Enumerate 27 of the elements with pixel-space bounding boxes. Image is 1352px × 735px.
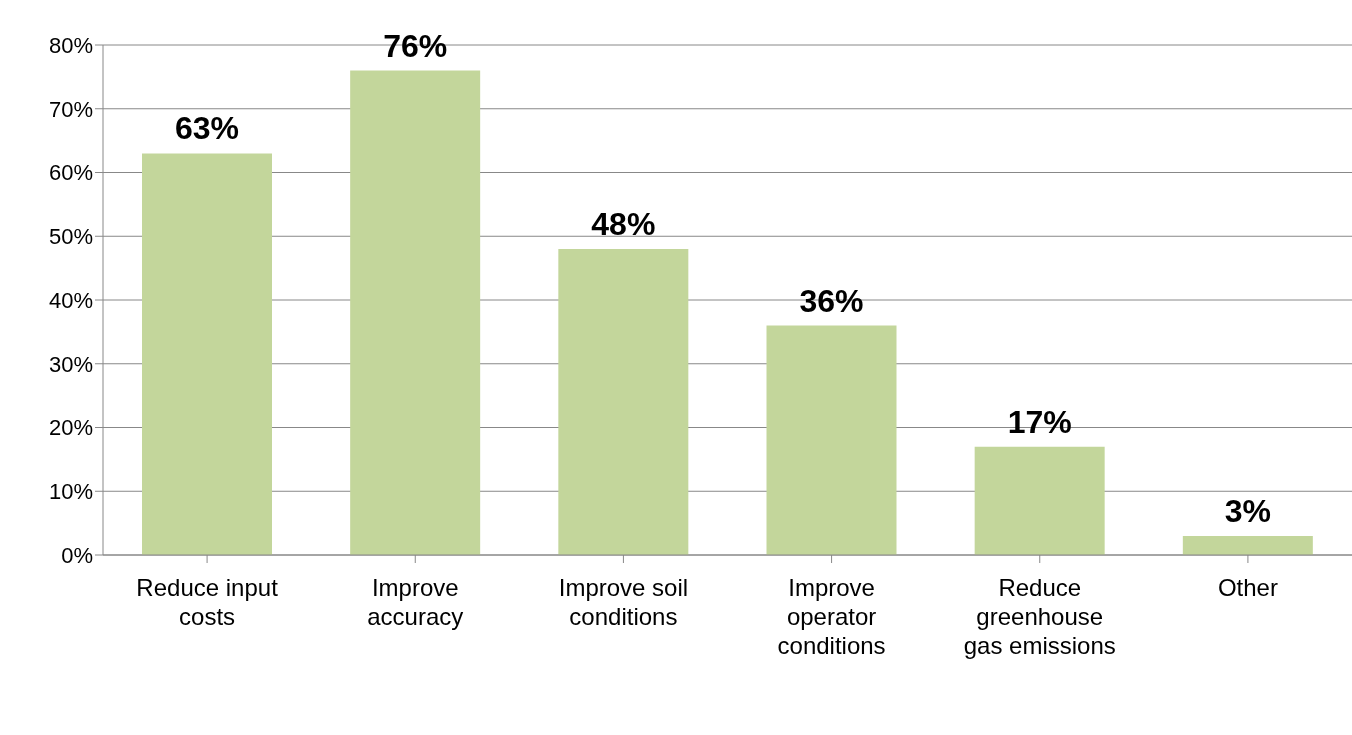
bar — [1182, 535, 1313, 555]
y-tick-label: 0% — [61, 542, 93, 568]
y-tick-label: 10% — [48, 479, 93, 505]
bar — [558, 249, 689, 555]
x-tick-label: Other — [1216, 573, 1279, 602]
bar — [766, 325, 897, 555]
data-label: 76% — [383, 27, 448, 64]
y-tick-label: 30% — [48, 351, 93, 377]
y-tick-label: 70% — [48, 96, 93, 122]
y-tick-label: 40% — [48, 287, 93, 313]
x-tick-label: Reduce input costs — [135, 573, 279, 631]
data-label: 3% — [1224, 492, 1271, 529]
y-tick-label: 60% — [48, 160, 93, 186]
data-label: 17% — [1007, 403, 1072, 440]
data-label: 36% — [799, 282, 864, 319]
y-tick-label: 20% — [48, 415, 93, 441]
x-tick-label: Improve accuracy — [366, 573, 465, 631]
x-tick-label: Reduce greenhouse gas emissions — [962, 573, 1117, 660]
y-tick-label: 80% — [48, 32, 93, 58]
data-label: 48% — [591, 206, 656, 242]
bar — [974, 446, 1105, 555]
data-label: 63% — [174, 110, 240, 147]
bar — [142, 153, 272, 555]
y-tick-label: 50% — [48, 224, 93, 250]
bar — [350, 70, 481, 555]
x-tick-label: Improve soil conditions — [557, 573, 690, 631]
x-tick-label: Improve operator conditions — [776, 573, 887, 660]
